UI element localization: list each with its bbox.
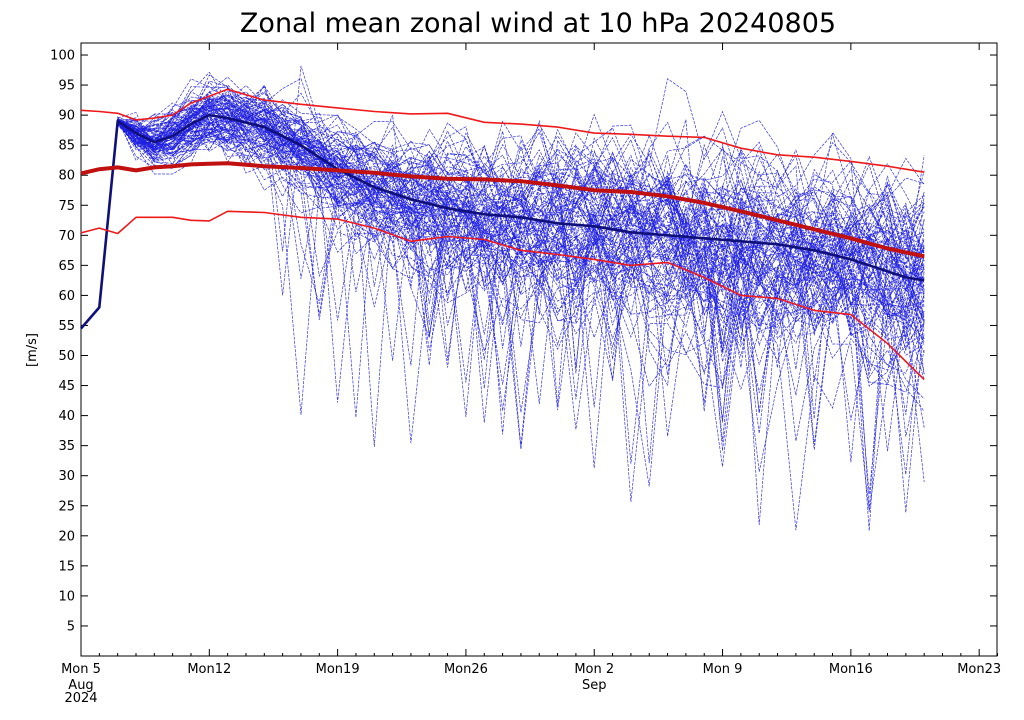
ensemble-member-line [80,96,925,396]
ensemble-member-line [80,122,925,483]
climatology-upper-line [80,88,925,173]
ensemble-member-line [80,103,925,467]
ensemble-members [80,65,925,531]
ensemble-member-line [80,118,925,437]
y-tick-label: 100 [50,49,75,64]
ensemble-member-line [80,119,925,415]
plot-frame [80,42,998,657]
ensemble-member-line [80,99,925,368]
x-tick-label: Mon16 [829,662,873,677]
x-tick-label: Mon23 [957,662,1001,677]
ensemble-member-line [80,102,925,344]
ensemble-member-line [80,110,925,451]
y-tick-label: 35 [58,439,75,454]
ensemble-member-line [80,90,925,512]
y-tick-label: 90 [58,109,75,124]
ensemble-member-line [80,118,925,421]
x-tick-sublabel: Sep [582,678,607,693]
y-axis-label: [m/s] [25,333,40,367]
ensemble-member-line [80,105,925,447]
y-tick-label: 70 [58,229,75,244]
ensemble-member-line [80,118,925,419]
chart-title: Zonal mean zonal wind at 10 hPa 20240805 [239,8,837,39]
y-tick-label: 55 [58,319,75,334]
ensemble-member-line [80,91,925,413]
ensemble-member-line [80,87,925,360]
y-tick-label: 15 [58,559,75,574]
y-tick-label: 5 [67,619,75,634]
ensemble-member-line [80,77,925,415]
y-tick-label: 10 [58,589,75,604]
ensemble-member-line [80,104,925,336]
x-tick-label: Mon19 [316,662,360,677]
ensemble-member-line [80,120,925,344]
x-tick-label: Mon 2 [574,662,614,677]
ensemble-member-line [80,115,925,329]
y-tick-label: 20 [58,529,75,544]
ensemble-member-line [80,99,925,421]
ensemble-member-line [80,91,925,329]
ensemble-member-line [80,99,925,368]
ensemble-member-line [80,113,925,381]
ensemble-member-line [80,110,925,329]
ensemble-member-line [80,112,925,351]
ensemble-member-line [80,105,925,340]
y-tick-label: 80 [58,169,75,184]
ensemble-member-line [80,97,925,418]
ensemble-member-line [80,101,925,329]
ensemble-member-line [80,94,925,329]
climatology-mean-line [80,161,925,259]
climatology-lower-line [80,210,925,381]
ensemble-member-line [80,104,925,329]
y-tick-label: 25 [58,499,75,514]
ensemble-member-line [80,120,925,452]
ensemble-member-line [80,104,925,376]
ensemble-member-line [80,97,925,387]
x-tick-label: Mon 9 [703,662,743,677]
ensemble-member-line [80,86,925,495]
y-tick-label: 60 [58,289,75,304]
ensemble-member-line [80,92,925,329]
ensemble-member-line [80,115,925,487]
y-tick-label: 65 [58,259,75,274]
y-axis: 5 10 15 20 25 30 35 40 45 50 55 60 65 70 75 80 85 90 95 100 [50,49,997,634]
ensemble-member-line [80,120,925,329]
ensemble-member-line [80,84,925,329]
y-tick-label: 45 [58,379,75,394]
x-tick-label: Mon 5 [61,662,101,677]
ensemble-mean-line [80,113,925,330]
ensemble-member-line [80,74,925,329]
x-tick-label: Mon26 [444,662,488,677]
ensemble-member-line [80,107,925,412]
x-tick-label: Mon12 [187,662,231,677]
y-tick-label: 85 [58,139,75,154]
ensemble-member-line [80,119,925,338]
y-tick-label: 75 [58,199,75,214]
ensemble-member-line [80,117,925,445]
x-tick-sublabel: 2024 [64,691,97,706]
ensemble-member-line [80,78,925,464]
y-tick-label: 50 [58,349,75,364]
y-tick-label: 95 [58,79,75,94]
y-tick-label: 30 [58,469,75,484]
statistics-lines [80,88,925,381]
ensemble-member-line [80,121,925,374]
x-tick-sublabel: Aug [68,678,93,693]
y-tick-label: 40 [58,409,75,424]
ensemble-member-line [80,109,925,333]
